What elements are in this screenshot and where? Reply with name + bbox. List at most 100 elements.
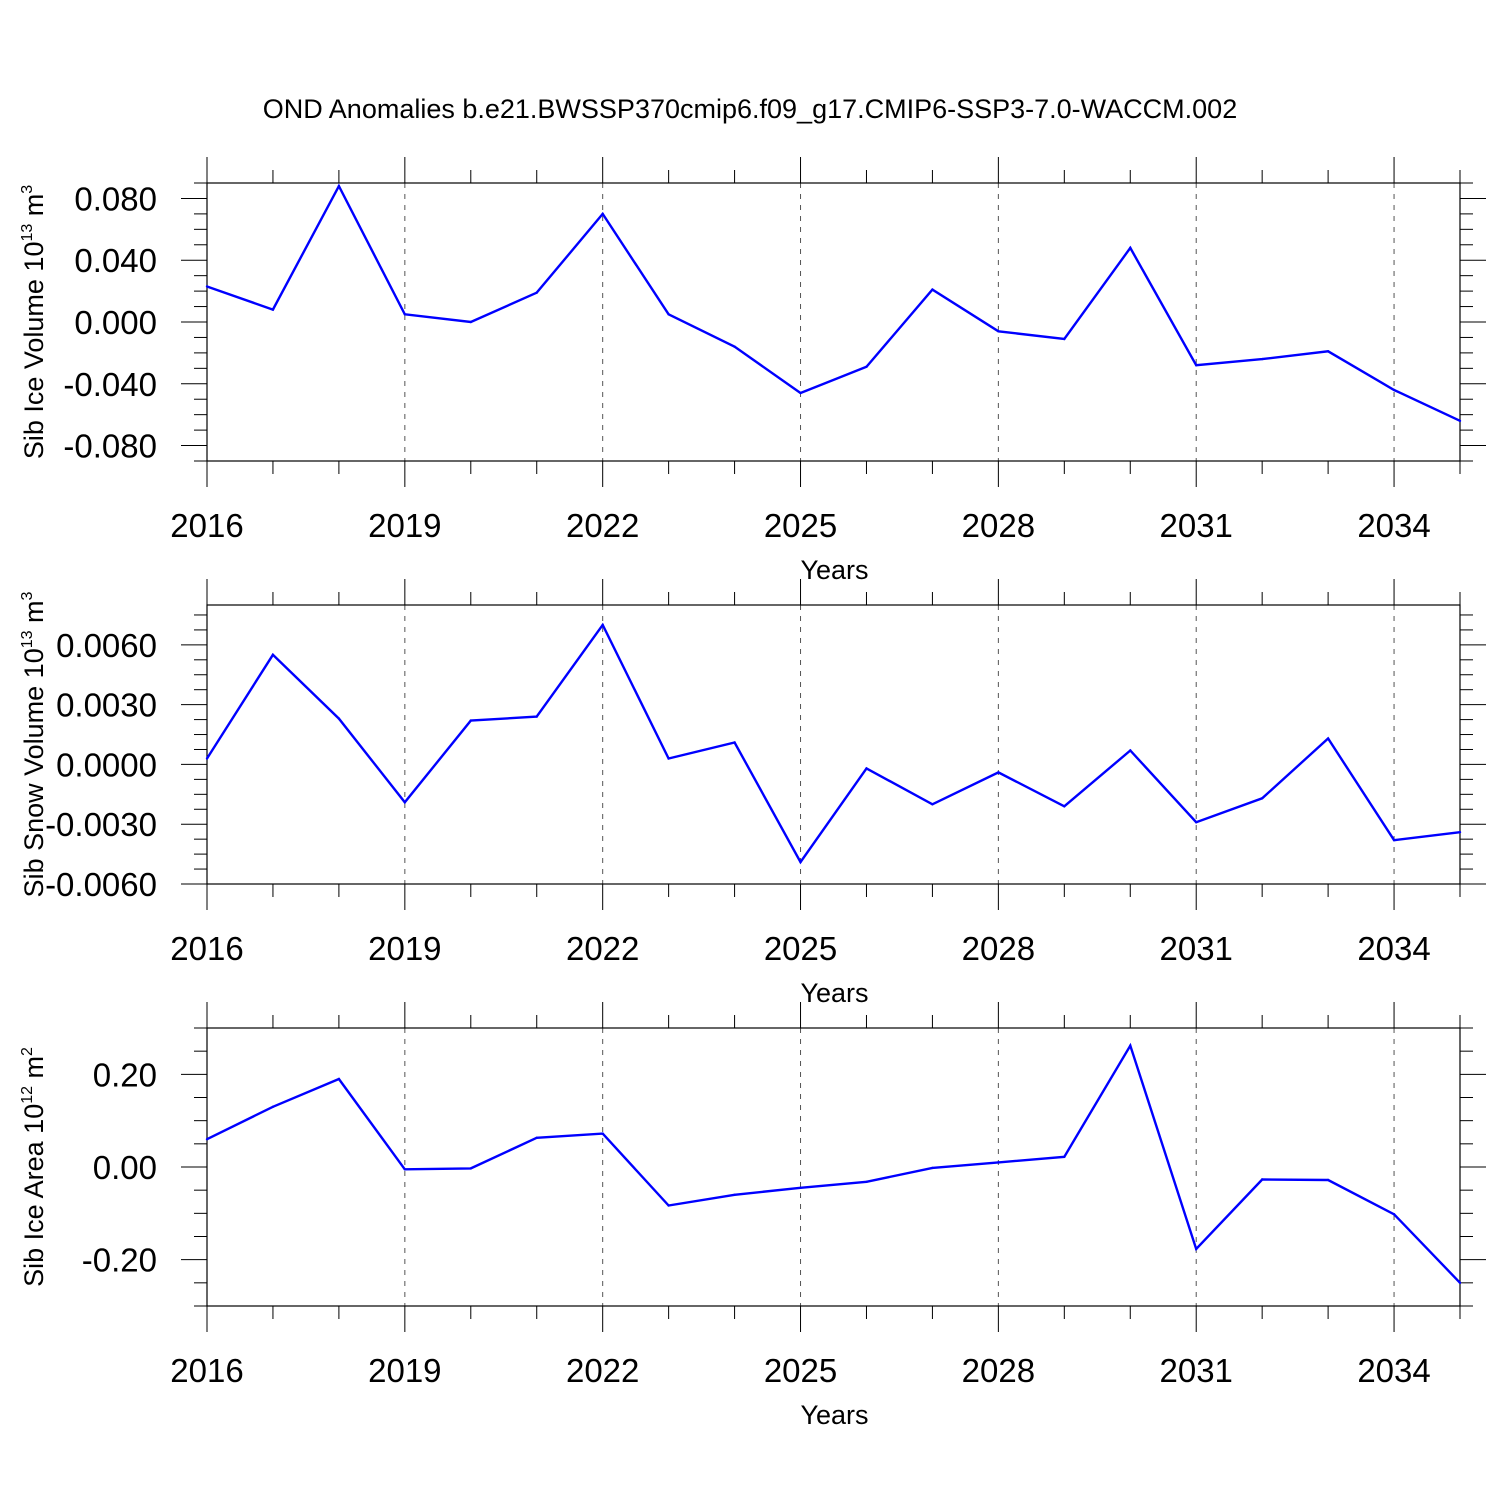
- y-tick-label: 0.20: [93, 1056, 157, 1093]
- data-point: [1063, 337, 1066, 341]
- x-tick-label: 2019: [368, 930, 441, 967]
- x-tick-label: 2016: [170, 1352, 243, 1389]
- x-tick-label: 2028: [962, 1352, 1035, 1389]
- data-point: [205, 285, 209, 288]
- data-point: [469, 320, 472, 324]
- x-axis-title: Years: [800, 1400, 868, 1430]
- x-tick-label: 2025: [764, 1352, 837, 1389]
- x-tick-label: 2019: [368, 1352, 441, 1389]
- data-point: [667, 757, 670, 760]
- data-point: [667, 313, 670, 316]
- x-tick-label: 2034: [1357, 507, 1430, 544]
- data-point: [1458, 419, 1462, 423]
- data-point: [931, 288, 934, 291]
- data-point: [997, 330, 1000, 333]
- data-point: [1129, 749, 1132, 752]
- chart-panel-3: 2016 2019 2022 2025 2028 2031 2034 0.20 0.00 -0.2…: [19, 1002, 1486, 1430]
- data-point: [205, 757, 209, 760]
- data-point: [1195, 1247, 1198, 1251]
- y-tick-label: 0.0030: [56, 687, 157, 724]
- y-tick-label: -0.080: [63, 428, 157, 465]
- series-line: [205, 622, 1461, 865]
- chart-panel-2: 2016 2019 2022 2025 2028 2031 2034 0.0060 0.0030…: [19, 579, 1486, 1008]
- data-point: [403, 313, 407, 316]
- data-point: [337, 184, 341, 188]
- x-tick-label: 2025: [764, 507, 837, 544]
- data-point: [1326, 737, 1330, 740]
- data-point: [997, 1161, 1000, 1164]
- x-tick-label: 2034: [1357, 1352, 1430, 1389]
- x-axis-title: Years: [800, 555, 868, 585]
- data-point: [469, 719, 472, 722]
- x-tick-label: 2028: [962, 930, 1035, 967]
- data-point: [601, 1132, 604, 1135]
- data-point: [865, 767, 868, 770]
- data-point: [1458, 1281, 1462, 1285]
- y-tick-label: 0.000: [74, 304, 157, 341]
- data-point: [403, 801, 407, 804]
- x-tick-label: 2031: [1159, 930, 1232, 967]
- data-point: [733, 741, 736, 744]
- x-tick-label: 2028: [962, 507, 1035, 544]
- series-line: [206, 183, 1461, 422]
- data-point: [931, 803, 934, 806]
- data-point: [1063, 805, 1066, 808]
- data-point: [1326, 350, 1330, 353]
- data-point: [865, 1180, 868, 1184]
- data-point: [601, 623, 604, 627]
- x-tick-label: 2031: [1159, 507, 1232, 544]
- data-point: [931, 1166, 934, 1170]
- data-point: [1392, 388, 1396, 392]
- data-point: [271, 308, 275, 311]
- data-point: [205, 1138, 209, 1141]
- plot-frame: [206, 182, 1461, 462]
- data-point: [535, 291, 538, 294]
- series-line: [206, 1042, 1461, 1284]
- data-point: [1260, 797, 1264, 800]
- y-tick-label: 0.00: [93, 1149, 157, 1186]
- data-point: [1458, 830, 1462, 834]
- data-point: [535, 715, 538, 718]
- data-point: [1260, 357, 1264, 361]
- x-tick-label: 2022: [566, 930, 639, 967]
- y-tick-label: -0.040: [63, 366, 157, 403]
- data-point: [1129, 1044, 1132, 1047]
- y-tick-label: 0.040: [74, 242, 157, 279]
- x-tick-label: 2016: [170, 507, 243, 544]
- data-point: [271, 653, 275, 657]
- data-point: [799, 391, 802, 395]
- x-tick-label: 2022: [566, 1352, 639, 1389]
- plot-frame: [206, 604, 1461, 885]
- data-point: [403, 1168, 407, 1171]
- data-point: [865, 365, 868, 368]
- data-point: [733, 345, 736, 348]
- x-tick-label: 2031: [1159, 1352, 1232, 1389]
- x-tick-label: 2019: [368, 507, 441, 544]
- data-point: [1063, 1155, 1066, 1159]
- data-point: [799, 860, 802, 864]
- data-point: [799, 1186, 802, 1190]
- y-tick-label: 0.080: [74, 180, 157, 217]
- data-point: [733, 1193, 736, 1197]
- data-point: [1195, 364, 1198, 367]
- x-tick-label: 2016: [170, 930, 243, 967]
- data-point: [1129, 246, 1132, 250]
- data-point: [1260, 1178, 1264, 1181]
- y-tick-label: 0.0000: [56, 746, 157, 783]
- y-tick-label: -0.0060: [45, 866, 157, 903]
- data-point: [601, 212, 604, 216]
- data-point: [667, 1204, 670, 1207]
- data-point: [469, 1167, 472, 1170]
- y-axis-title: Sib Snow Volume 1013 m3: [19, 591, 49, 897]
- data-point: [535, 1136, 538, 1140]
- y-tick-label: 0.0060: [56, 627, 157, 664]
- plot-frame: [206, 1027, 1461, 1307]
- data-point: [271, 1105, 275, 1108]
- x-tick-label: 2034: [1357, 930, 1430, 967]
- x-axis-title: Years: [800, 978, 868, 1008]
- data-point: [1195, 821, 1198, 824]
- y-axis-title: Sib Ice Volume 1013 m3: [19, 185, 49, 459]
- figure-title: OND Anomalies b.e21.BWSSP370cmip6.f09_g1…: [263, 94, 1237, 124]
- data-point: [997, 771, 1000, 774]
